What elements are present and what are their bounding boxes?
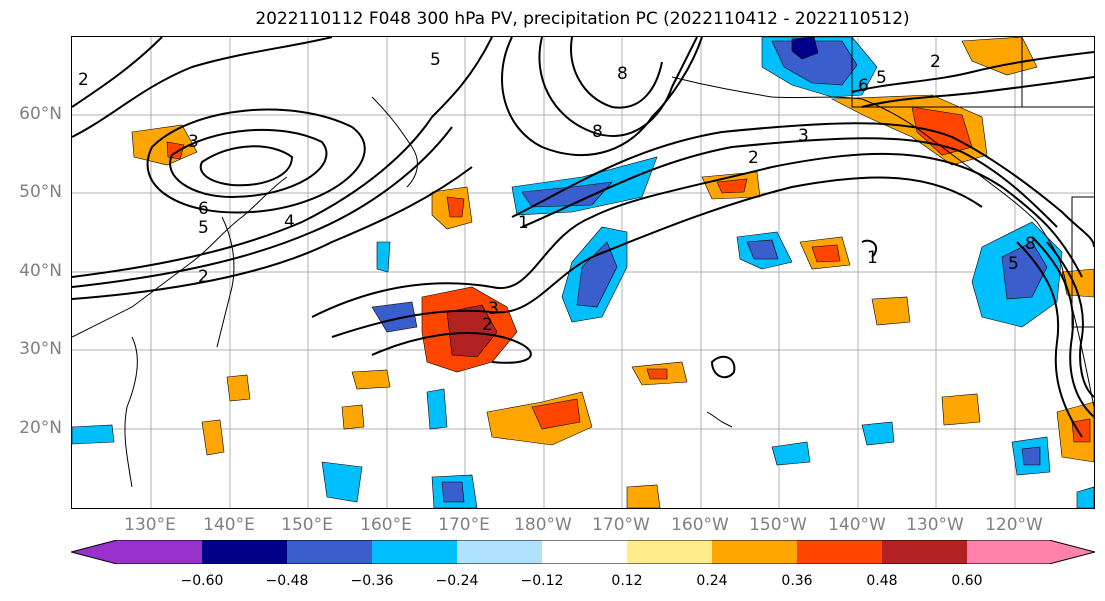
lon-label-140w: 140°W (828, 515, 886, 535)
lat-label-20n: 20°N (19, 418, 62, 438)
lon-label-150e: 150°E (281, 515, 333, 535)
colorbar-bin (712, 540, 797, 564)
contour-label: 1 (867, 248, 878, 268)
colorbar-tick: 0.48 (866, 573, 898, 589)
pv-contours (72, 37, 1094, 438)
lon-label-130e: 130°E (124, 515, 176, 535)
lat-label-60n: 60°N (19, 104, 62, 124)
lon-label-160w: 160°W (671, 515, 729, 535)
colorbar-bin (627, 540, 712, 564)
precip-shading (72, 37, 1094, 508)
colorbar-bin (542, 540, 627, 564)
colorbar-tick: −0.48 (265, 573, 309, 589)
lat-label-50n: 50°N (19, 182, 62, 202)
contour-label: 3 (188, 132, 199, 152)
contour-label: 1 (518, 213, 529, 233)
colorbar-bin (967, 540, 1095, 564)
contour-label: 5 (876, 68, 887, 88)
contour-label: 3 (488, 299, 499, 319)
contour-label: 5 (430, 50, 441, 70)
contour-label: 2 (748, 148, 759, 168)
lat-label-30n: 30°N (19, 339, 62, 359)
coastlines (72, 37, 1094, 488)
colorbar (71, 540, 1095, 564)
colorbar-tick: 0.60 (951, 573, 983, 589)
lon-label-140e: 140°E (203, 515, 255, 535)
contour-label: 2 (930, 52, 941, 72)
lon-label-130w: 130°W (906, 515, 964, 535)
colorbar-tick: 0.12 (611, 573, 643, 589)
map-canvas: 3 6 5 2 4 5 2 3 1 8 8 2 3 6 5 2 5 8 1 2 (72, 37, 1094, 508)
contour-label: 3 (798, 126, 809, 146)
colorbar-bin (287, 540, 372, 564)
lon-label-160e: 160°E (360, 515, 412, 535)
contour-label: 8 (617, 64, 628, 84)
contour-label: 6 (858, 76, 869, 96)
colorbar-tick: −0.24 (435, 573, 479, 589)
colorbar-bin (882, 540, 967, 564)
colorbar-tick: −0.60 (180, 573, 224, 589)
lon-label-170e: 170°E (438, 515, 490, 535)
contour-label: 5 (198, 218, 209, 238)
contour-label: 5 (1008, 254, 1019, 274)
contour-label: 2 (78, 70, 89, 90)
contour-label: 2 (482, 315, 493, 335)
colorbar-bin (202, 540, 287, 564)
colorbar-bin (71, 540, 202, 564)
lat-label-40n: 40°N (19, 261, 62, 281)
lon-label-120w: 120°W (985, 515, 1043, 535)
contour-label: 8 (592, 122, 603, 142)
colorbar-bin (457, 540, 542, 564)
contour-label: 6 (198, 199, 209, 219)
colorbar-bin (797, 540, 882, 564)
lon-label-180w: 180°W (514, 515, 572, 535)
lon-label-170w: 170°W (592, 515, 650, 535)
lon-label-150w: 150°W (749, 515, 807, 535)
contour-labels: 3 6 5 2 4 5 2 3 1 8 8 2 3 6 5 2 5 8 1 2 (78, 50, 1036, 335)
map-title: 2022110112 F048 300 hPa PV, precipitatio… (255, 9, 910, 29)
colorbar-tick: 0.36 (781, 573, 813, 589)
colorbar-tick: −0.36 (350, 573, 394, 589)
colorbar-tick: 0.24 (696, 573, 728, 589)
contour-label: 2 (198, 267, 209, 287)
colorbar-tick: −0.12 (520, 573, 564, 589)
colorbar-bin (372, 540, 457, 564)
contour-label: 4 (284, 212, 295, 232)
contour-label: 8 (1025, 234, 1036, 254)
map-panel: 3 6 5 2 4 5 2 3 1 8 8 2 3 6 5 2 5 8 1 2 (71, 36, 1095, 509)
